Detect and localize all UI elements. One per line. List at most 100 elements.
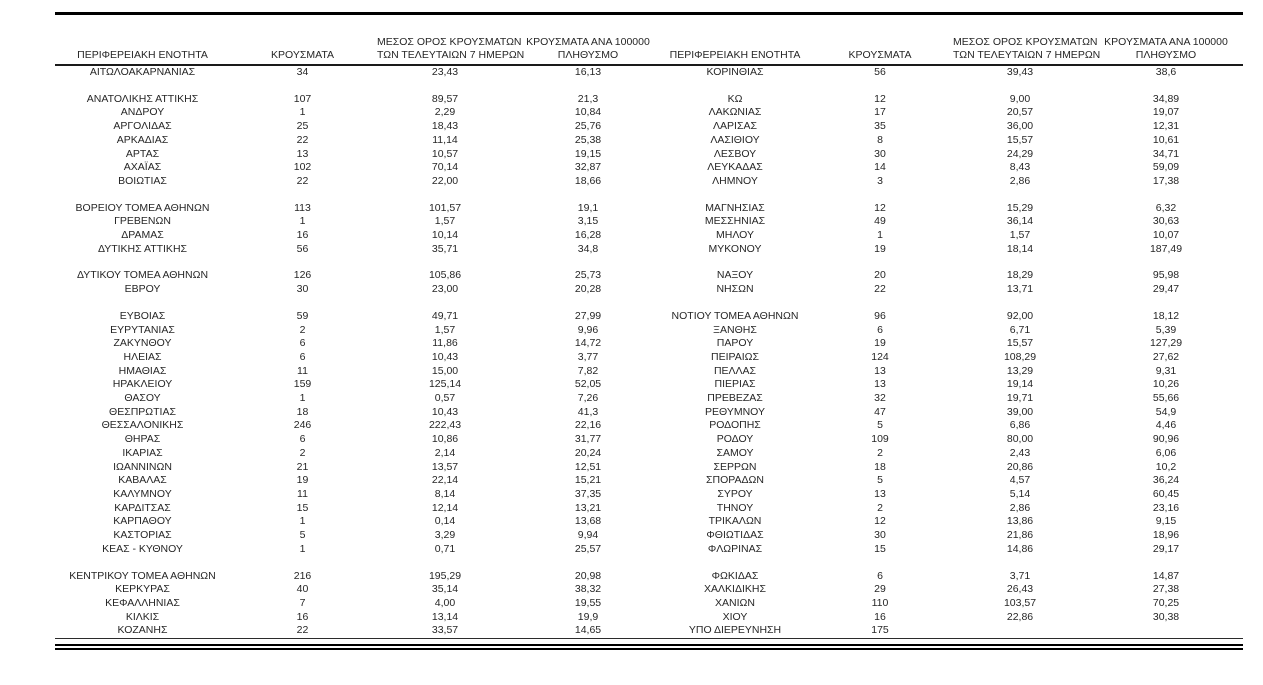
value-cell: 96	[874, 309, 886, 322]
value-cell: 101,57	[428, 201, 462, 214]
value-cell: 14,87	[1152, 569, 1180, 582]
col-header-avg7-right-line2: ΤΩΝ ΤΕΛΕΥΤΑΙΩΝ 7 ΗΜΕΡΩΝ	[953, 48, 1101, 61]
value-cell: 10,07	[1152, 229, 1180, 242]
value-cell: 35,14	[431, 583, 459, 596]
region-cell: ΖΑΚΥΝΘΟΥ	[113, 337, 172, 350]
value-cell: 38,32	[574, 583, 602, 596]
region-cell: ΑΝΔΡΟΥ	[120, 106, 165, 119]
value-cell: 14,65	[574, 624, 602, 637]
value-cell: 103,57	[1003, 596, 1037, 609]
spacer-row	[55, 189, 1243, 202]
region-cell: ΦΛΩΡΙΝΑΣ	[707, 542, 763, 555]
table-row: ΘΕΣΣΑΛΟΝΙΚΗΣ 246 222,43 22,16 ΡΟΔΟΠΗΣ 5 6,86 4,…	[55, 419, 1243, 433]
value-cell: 25,73	[574, 269, 602, 282]
value-cell: 15	[874, 542, 886, 555]
value-cell: 80,00	[1006, 433, 1034, 446]
value-cell: 5,39	[1155, 323, 1177, 336]
value-cell: 22,86	[1006, 610, 1034, 623]
value-cell: 49	[874, 215, 886, 228]
value-cell: 13,86	[1006, 515, 1034, 528]
value-cell: 13	[874, 487, 886, 500]
value-cell: 20	[874, 269, 886, 282]
region-cell: ΤΗΝΟΥ	[716, 501, 754, 514]
value-cell: 19,14	[1006, 378, 1034, 391]
value-cell: 14	[874, 161, 886, 174]
table-row: ΚΑΣΤΟΡΙΑΣ 5 3,29 9,94 ΦΘΙΩΤΙΔΑΣ 30 21,86 18,96	[55, 529, 1243, 543]
table-row: ΚΟΖΑΝΗΣ 22 33,57 14,65 ΥΠΟ ΔΙΕΡΕΥΝΗΣΗ 175	[55, 624, 1243, 638]
value-cell: 18,14	[1006, 242, 1034, 255]
region-cell: ΠΑΡΟΥ	[716, 337, 754, 350]
value-cell: 105,86	[428, 269, 462, 282]
value-cell: 16,28	[574, 229, 602, 242]
value-cell: 16	[296, 610, 309, 623]
region-cell: ΔΡΑΜΑΣ	[121, 229, 164, 242]
value-cell: 10,14	[431, 229, 459, 242]
table-row: ΚΕΝΤΡΙΚΟΥ ΤΟΜΕΑ ΑΘΗΝΩΝ 216 195,29 20,98 ΦΩΚΙ…	[55, 570, 1243, 584]
value-cell: 3	[877, 174, 883, 187]
region-cell: ΛΑΚΩΝΙΑΣ	[708, 106, 762, 119]
table-row: ΑΧΑΪΑΣ 102 70,14 32,87 ΛΕΥΚΑΔΑΣ 14 8,43 59,09	[55, 161, 1243, 175]
value-cell: 14,72	[574, 337, 602, 350]
value-cell: 24,29	[1006, 147, 1034, 160]
spacer-cell	[55, 80, 1243, 93]
value-cell: 10,57	[431, 147, 459, 160]
value-cell: 29,47	[1152, 283, 1180, 296]
table-row: ΚΑΒΑΛΑΣ 19 22,14 15,21 ΣΠΟΡΑΔΩΝ 5 4,57 36,24	[55, 474, 1243, 488]
value-cell: 10,86	[431, 433, 459, 446]
table-row: ΖΑΚΥΝΘΟΥ 6 11,86 14,72 ΠΑΡΟΥ 19 15,57 127,29	[55, 337, 1243, 351]
value-cell: 90,96	[1152, 433, 1180, 446]
value-cell: 27,62	[1152, 350, 1180, 363]
value-cell: 19,71	[1006, 392, 1034, 405]
value-cell: 17,38	[1152, 174, 1180, 187]
region-cell: ΡΟΔΟΠΗΣ	[709, 419, 761, 432]
region-cell: ΕΥΒΟΙΑΣ	[119, 309, 166, 322]
table-row: ΚΑΡΠΑΘΟΥ 1 0,14 13,68 ΤΡΙΚΑΛΩΝ 12 13,86 9,15	[55, 515, 1243, 529]
value-cell: 16,13	[574, 66, 602, 78]
value-cell: 25	[296, 120, 309, 133]
region-cell: ΚΑΣΤΟΡΙΑΣ	[113, 529, 172, 542]
region-cell: ΜΗΛΟΥ	[716, 229, 754, 242]
table-row: ΓΡΕΒΕΝΩΝ 1 1,57 3,15 ΜΕΣΣΗΝΙΑΣ 49 36,14 30,63	[55, 215, 1243, 229]
col-header-region-left: ΠΕΡΙΦΕΡΕΙΑΚΗ ΕΝΟΤΗΤΑ	[55, 36, 230, 66]
region-cell: ΓΡΕΒΕΝΩΝ	[114, 215, 171, 228]
value-cell: 13,71	[1006, 283, 1034, 296]
value-cell: 2,29	[434, 106, 456, 119]
table-header: ΠΕΡΙΦΕΡΕΙΑΚΗ ΕΝΟΤΗΤΑ ΚΡΟΥΣΜΑΤΑ ΜΕΣΟΣ ΟΡΟ…	[55, 36, 1243, 66]
value-cell: 12,51	[574, 460, 602, 473]
region-cell: ΥΠΟ ΔΙΕΡΕΥΝΗΣΗ	[688, 624, 782, 637]
table-row: ΑΡΓΟΛΙΔΑΣ 25 18,43 25,76 ΛΑΡΙΣΑΣ 35 36,00 12,31	[55, 120, 1243, 134]
value-cell: 19	[296, 474, 309, 487]
region-cell: ΔΥΤΙΚΟΥ ΤΟΜΕΑ ΑΘΗΝΩΝ	[76, 269, 209, 282]
value-cell: 41,3	[577, 405, 599, 418]
value-cell: 30	[874, 529, 886, 542]
table-row: ΔΥΤΙΚΟΥ ΤΟΜΕΑ ΑΘΗΝΩΝ 126 105,86 25,73 ΝΑΞΟΥ 2…	[55, 269, 1243, 283]
region-cell: ΜΕΣΣΗΝΙΑΣ	[704, 215, 766, 228]
value-cell: 6,71	[1009, 323, 1031, 336]
value-cell: 13	[874, 364, 886, 377]
value-cell: 12,14	[431, 501, 459, 514]
region-cell: ΚΩ	[727, 92, 743, 105]
region-cell: ΠΕΙΡΑΙΩΣ	[711, 350, 759, 363]
col-header-avg7-right-line1: ΜΕΣΟΣ ΟΡΟΣ ΚΡΟΥΣΜΑΤΩΝ	[953, 36, 1098, 48]
value-cell: 1	[299, 106, 306, 119]
table-row: ΕΥΒΟΙΑΣ 59 49,71 27,99 ΝΟΤΙΟΥ ΤΟΜΕΑ ΑΘΗΝΩΝ 96…	[55, 310, 1243, 324]
value-cell: 33,57	[431, 624, 459, 637]
value-cell: 3,71	[1009, 569, 1031, 582]
value-cell: 10,61	[1152, 133, 1180, 146]
value-cell: 19,07	[1152, 106, 1180, 119]
region-cell: ΚΟΖΑΝΗΣ	[117, 624, 168, 637]
value-cell: 27,38	[1152, 583, 1180, 596]
region-cell: ΛΕΥΚΑΔΑΣ	[707, 161, 763, 174]
value-cell: 0,14	[434, 515, 456, 528]
region-cell: ΑΝΑΤΟΛΙΚΗΣ ΑΤΤΙΚΗΣ	[86, 92, 199, 105]
region-cell: ΡΕΘΥΜΝΟΥ	[704, 405, 765, 418]
value-cell: 15,21	[574, 474, 602, 487]
value-cell: 13,29	[1006, 364, 1034, 377]
value-cell: 222,43	[428, 419, 462, 432]
value-cell: 20,24	[574, 446, 602, 459]
value-cell: 124	[871, 350, 889, 363]
region-cell: ΜΑΓΝΗΣΙΑΣ	[705, 201, 765, 214]
value-cell: 18	[874, 460, 886, 473]
value-cell: 10,26	[1152, 378, 1180, 391]
value-cell: 19,1	[577, 201, 599, 214]
